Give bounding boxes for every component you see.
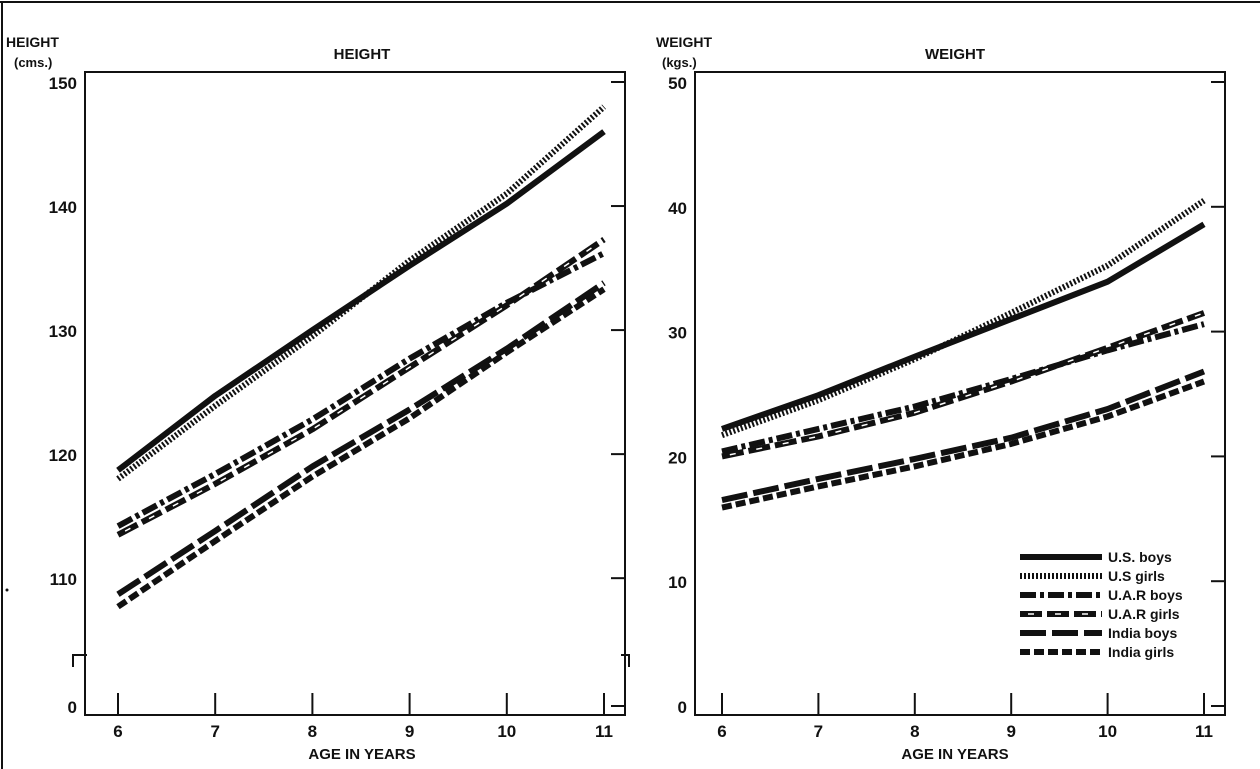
weight-y-tick-label: 0 [678, 698, 687, 717]
weight-xlabel: AGE IN YEARS [901, 746, 1008, 763]
height-xlabel: AGE IN YEARS [308, 746, 415, 763]
legend-label-india-girls: India girls [1108, 644, 1174, 660]
weight-y-tick-label: 50 [668, 74, 687, 93]
weight-series-u-s-girls [720, 198, 1206, 439]
weight-x-tick-label: 10 [1098, 722, 1117, 741]
height-chart-title: HEIGHT [334, 46, 391, 63]
height-series-u-s-boys [116, 129, 606, 473]
height-y-tick-label: 0 [68, 698, 77, 717]
height-y-tick-label: 120 [49, 446, 77, 465]
weight-line-india-boys [721, 368, 1206, 504]
weight-ylabel-line2: (kgs.) [662, 55, 697, 70]
weight-series-india-girls [721, 378, 1206, 511]
height-y-tick-label: 140 [49, 198, 77, 217]
height-line-u-a-r-boys [116, 250, 606, 529]
weight-y-tick-label: 40 [668, 199, 687, 218]
weight-chart-title: WEIGHT [925, 46, 985, 63]
weight-y-tick-label: 30 [668, 324, 687, 343]
weight-panel: WEIGHT (kgs.) WEIGHT AGE IN YEARS [656, 34, 1009, 763]
legend-label-india-boys: India boys [1108, 625, 1177, 641]
weight-plot-frame [694, 71, 1226, 716]
weight-legend: U.S. boys U.S girls U.A.R boys U.A.R girls I… [1020, 549, 1183, 660]
weight-x-tick-label: 8 [910, 722, 919, 741]
height-x-tick-label: 10 [497, 722, 516, 741]
height-y-tick-label: 130 [49, 322, 77, 341]
weight-ylabel-line1: WEIGHT [656, 34, 712, 50]
height-line-u-s-boys [116, 129, 606, 473]
weight-x-tick-label: 11 [1195, 722, 1213, 741]
height-ylabel-line2: (cms.) [14, 55, 52, 70]
weight-line-india-girls [721, 378, 1206, 511]
stray-mark [5, 588, 9, 592]
weight-x-tick-label: 6 [717, 722, 726, 741]
height-axis-break-right [621, 654, 630, 667]
height-series-u-a-r-boys [116, 250, 606, 529]
height-ylabel-line1: HEIGHT [6, 34, 59, 50]
legend-label-u-a-r-girls: U.A.R girls [1108, 606, 1180, 622]
weight-x-tick-label: 7 [814, 722, 823, 741]
height-x-tick-label: 11 [595, 722, 613, 741]
height-plot-frame [84, 71, 626, 716]
height-line-india-girls [116, 286, 606, 610]
weight-plot: 0 10 20 30 40 50 6 7 8 9 10 11 U.S. boys U.S girls U.A… [668, 71, 1226, 741]
weight-x-tick-label: 9 [1006, 722, 1015, 741]
weight-y-tick-label: 10 [668, 573, 687, 592]
height-series-india-boys [116, 280, 606, 597]
height-line-u-s-girls [116, 104, 606, 482]
height-y-tick-label: 150 [49, 74, 77, 93]
weight-y-tick-label: 20 [668, 448, 687, 467]
legend-label-u-s-girls: U.S girls [1108, 568, 1165, 584]
weight-line-u-a-r-girls-accent [721, 312, 1205, 458]
height-series-u-a-r-girls [116, 237, 606, 538]
height-series-india-girls [116, 286, 606, 610]
height-plot: 0 110 120 130 140 150 6 7 8 9 10 11 [49, 71, 630, 741]
weight-series-u-a-r-girls [721, 310, 1206, 460]
height-panel: HEIGHT (cms.) HEIGHT AGE IN YEARS [6, 34, 416, 763]
height-x-tick-label: 6 [113, 722, 122, 741]
height-series-u-s-girls [116, 104, 606, 482]
weight-line-u-a-r-boys [721, 321, 1205, 455]
height-line-india-boys [116, 280, 606, 597]
legend-label-u-s-boys: U.S. boys [1108, 549, 1172, 565]
weight-series-india-boys [721, 368, 1206, 504]
height-line-u-a-r-girls-accent [117, 238, 605, 536]
weight-line-u-s-girls [720, 198, 1206, 439]
height-y-tick-label: 110 [50, 570, 77, 589]
weight-series-u-a-r-boys [721, 321, 1205, 455]
height-x-tick-label: 7 [210, 722, 219, 741]
height-x-tick-label: 9 [405, 722, 414, 741]
legend-label-u-a-r-boys: U.A.R boys [1108, 587, 1183, 603]
height-axis-break-left [72, 654, 87, 667]
height-x-tick-label: 8 [308, 722, 317, 741]
